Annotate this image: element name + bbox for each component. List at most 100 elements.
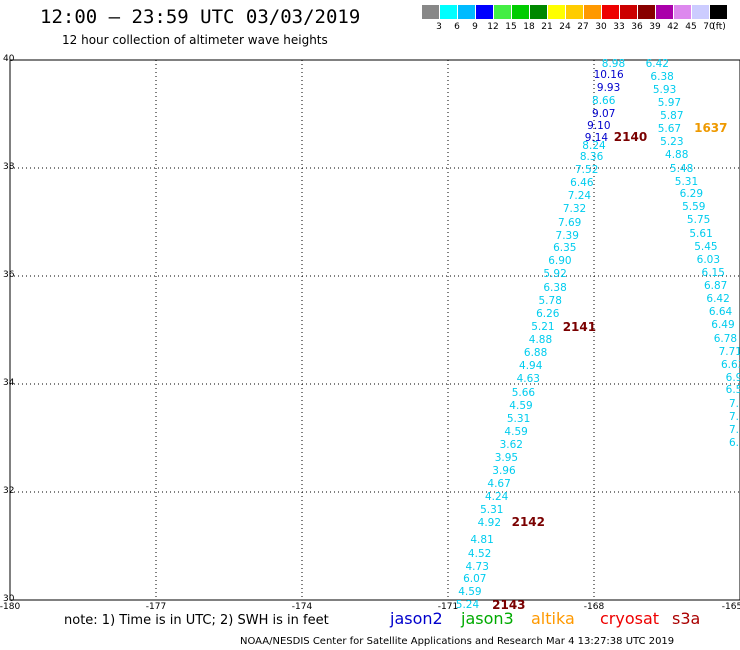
wave-height-value: 7.69 — [557, 216, 582, 229]
colorbar-swatch — [620, 5, 638, 19]
latitude-label: 32 — [3, 486, 15, 496]
colorbar-label: 27 — [577, 22, 589, 32]
wave-height-value: 6.87 — [703, 280, 728, 293]
colorbar-swatch — [638, 5, 656, 19]
latitude-label: 34 — [3, 378, 15, 388]
wave-height-value: 4.81 — [470, 534, 494, 547]
wave-height-value: 8.36 — [579, 151, 604, 164]
colorbar-swatch — [512, 5, 530, 19]
wave-height-value: 10.16 — [593, 69, 624, 82]
map-subtitle: 12 hour collection of altimeter wave hei… — [62, 33, 328, 47]
wave-height-value: 6.38 — [650, 70, 674, 83]
longitude-label: -168 — [583, 602, 605, 612]
longitude-label: -174 — [291, 602, 313, 612]
wave-height-value: 6.29 — [679, 188, 704, 201]
wave-height-value: 7. — [728, 423, 740, 436]
wave-height-value: 5.24 — [455, 599, 480, 612]
wave-height-value: 6.78 — [713, 332, 738, 345]
wave-height-value: 6.03 — [696, 253, 721, 266]
footer-credit: NOAA/NESDIS Center for Satellite Applica… — [240, 636, 675, 647]
colorbar-swatch — [548, 5, 566, 19]
pass-number-label: 2140 — [613, 130, 648, 145]
wave-height-value: 5.97 — [657, 97, 682, 110]
wave-height-value: 4.92 — [477, 517, 502, 530]
colorbar-swatch — [494, 5, 512, 19]
colorbar-swatch — [674, 5, 692, 19]
wave-height-value: 6.63 — [720, 358, 740, 371]
latitude-label: 30 — [3, 594, 15, 604]
colorbar-labels: 3 6 9 12 15 18 21 24 27 30 33 36 39 42 45 70 (ft) — [422, 22, 740, 34]
wave-height-value: 9.93 — [596, 82, 621, 95]
wave-height-value: 6.88 — [523, 347, 548, 360]
wave-height-value: 4.59 — [504, 425, 528, 438]
colorbar-swatch — [566, 5, 584, 19]
plot-frame — [9, 59, 740, 601]
latitude-label: 40 — [3, 54, 15, 64]
wave-height-value: 6.42 — [645, 57, 669, 70]
wave-height-value: 7.39 — [555, 229, 579, 242]
wave-height-value: 6.26 — [536, 307, 560, 320]
longitude-label: -180 — [0, 602, 21, 612]
wave-height-value: 6.38 — [543, 281, 567, 294]
wave-height-value: 5.45 — [694, 240, 718, 253]
wave-height-value: 4.52 — [467, 547, 492, 560]
longitude-label: -165 — [721, 602, 740, 612]
legend-cryosat: cryosat — [600, 609, 660, 628]
wave-height-value: 5.78 — [538, 294, 562, 307]
colorbar-label: 24 — [559, 22, 571, 32]
wave-height-value: 4.59 — [509, 399, 533, 412]
longitude-label: -171 — [437, 602, 459, 612]
wave-height-value: 4.94 — [519, 360, 543, 373]
colorbar-swatch — [476, 5, 494, 19]
wave-height-value: 9.10 — [587, 120, 611, 133]
wave-height-value: 4.88 — [665, 149, 689, 162]
colorbar-label: 42 — [667, 22, 679, 32]
wave-height-value: 6.64 — [708, 306, 733, 319]
colorbar-swatch — [422, 5, 440, 19]
colorbar-swatch — [602, 5, 620, 19]
wave-height-value: 7.24 — [567, 190, 592, 203]
map-title: 12:00 – 23:59 UTC 03/03/2019 — [40, 6, 361, 28]
colorbar-label: 33 — [613, 22, 625, 32]
colorbar-label: 70 — [703, 22, 715, 32]
wave-height-value: 5.31 — [674, 175, 699, 188]
wave-height-value: 5.48 — [669, 162, 694, 175]
wave-height-value: 4.67 — [487, 477, 511, 490]
colorbar-label: 9 — [472, 22, 478, 32]
legend-jason2: jason2 — [390, 609, 443, 628]
pass-number-label: 2143 — [492, 598, 526, 613]
wave-height-value: 3.62 — [499, 439, 523, 452]
pass-number-label: 2141 — [562, 319, 597, 334]
colorbar-swatch — [440, 5, 458, 19]
wave-height-value: 5.31 — [480, 504, 504, 517]
wave-height-value: 6.5 — [725, 384, 740, 397]
wave-height-value: 6.49 — [711, 319, 735, 332]
colorbar-swatch — [530, 5, 548, 19]
colorbar-swatch — [710, 5, 728, 19]
pass-number-label: 1637 — [694, 120, 728, 135]
legend-s3a: s3a — [672, 609, 701, 628]
wave-height-value: 5.66 — [511, 386, 536, 399]
wave-height-value: 6.42 — [706, 293, 730, 306]
wave-height-value: 7. — [728, 410, 740, 423]
wave-height-value: 5.87 — [660, 110, 684, 123]
wave-height-value: 5.61 — [689, 227, 713, 240]
wave-height-value: 7.71 — [718, 345, 740, 358]
latitude-label: 36 — [3, 270, 15, 280]
colorbar-label: 3 — [436, 22, 442, 32]
latitude-label: 38 — [3, 162, 15, 172]
wave-height-value: 7. — [728, 397, 740, 410]
wave-height-value: 5.92 — [543, 268, 567, 281]
wave-height-value: 7.52 — [574, 164, 599, 177]
wave-height-value: 5.23 — [660, 136, 684, 149]
colorbar — [422, 5, 728, 19]
wave-height-value: 4.73 — [465, 560, 489, 573]
wave-height-value: 5.21 — [531, 320, 555, 333]
longitude-label: -177 — [145, 602, 167, 612]
wave-height-value: 8.24 — [582, 140, 606, 153]
wave-height-value: 6.9 — [725, 371, 740, 384]
pass-number-label: 2142 — [511, 514, 545, 529]
colorbar-swatch — [584, 5, 602, 19]
wave-height-value: 6.15 — [701, 266, 725, 279]
colorbar-label: 18 — [523, 22, 535, 32]
